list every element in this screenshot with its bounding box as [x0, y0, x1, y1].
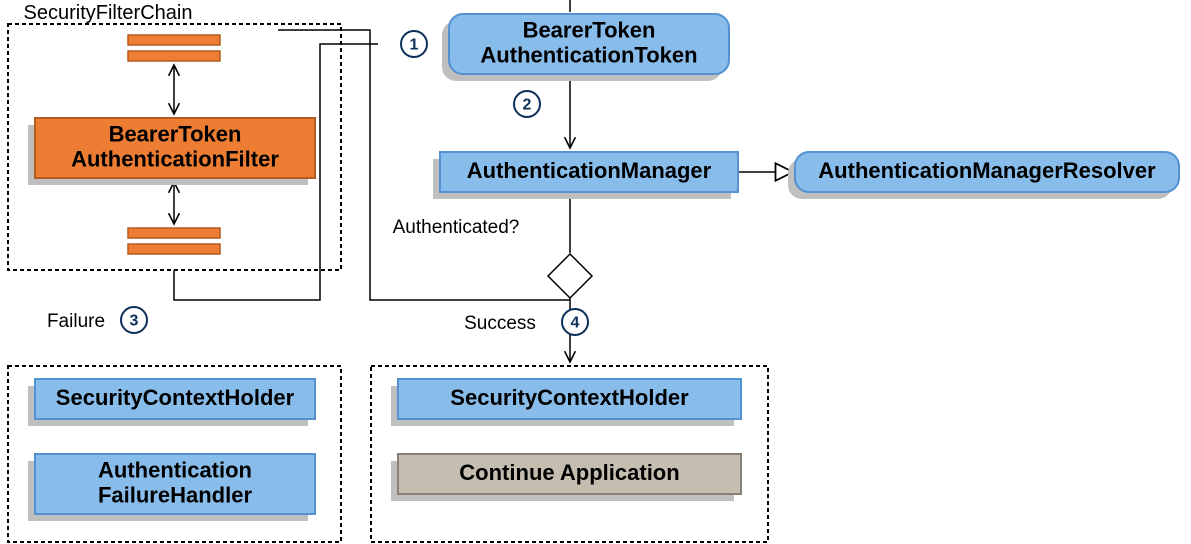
node-label-mgr-0: AuthenticationManager — [467, 158, 712, 183]
label-text: Success — [464, 313, 536, 334]
step-number-1: 1 — [410, 37, 419, 54]
node-label-filter-0: BearerToken — [109, 121, 242, 146]
decision-diamond — [548, 254, 592, 298]
filter-slot — [128, 244, 220, 254]
label-text: Failure — [47, 311, 105, 332]
node-label-sch1-0: SecurityContextHolder — [56, 385, 295, 410]
node-label-resolver-0: AuthenticationManagerResolver — [818, 158, 1156, 183]
step-number-3: 3 — [130, 313, 139, 330]
group-title-chain: SecurityFilterChain — [24, 2, 193, 24]
node-label-cont-0: Continue Application — [459, 460, 679, 485]
label-text: Authenticated? — [393, 217, 520, 238]
filter-slot — [128, 35, 220, 45]
node-label-filter-1: AuthenticationFilter — [71, 147, 279, 172]
step-number-4: 4 — [571, 315, 580, 332]
node-label-token-1: AuthenticationToken — [480, 43, 697, 68]
node-label-afh-0: Authentication — [98, 457, 252, 482]
step-number-2: 2 — [523, 97, 532, 114]
node-label-token-0: BearerToken — [523, 17, 656, 42]
node-label-sch2-0: SecurityContextHolder — [450, 385, 689, 410]
node-label-afh-1: FailureHandler — [98, 483, 252, 508]
filter-slot — [128, 228, 220, 238]
filter-slot — [128, 51, 220, 61]
